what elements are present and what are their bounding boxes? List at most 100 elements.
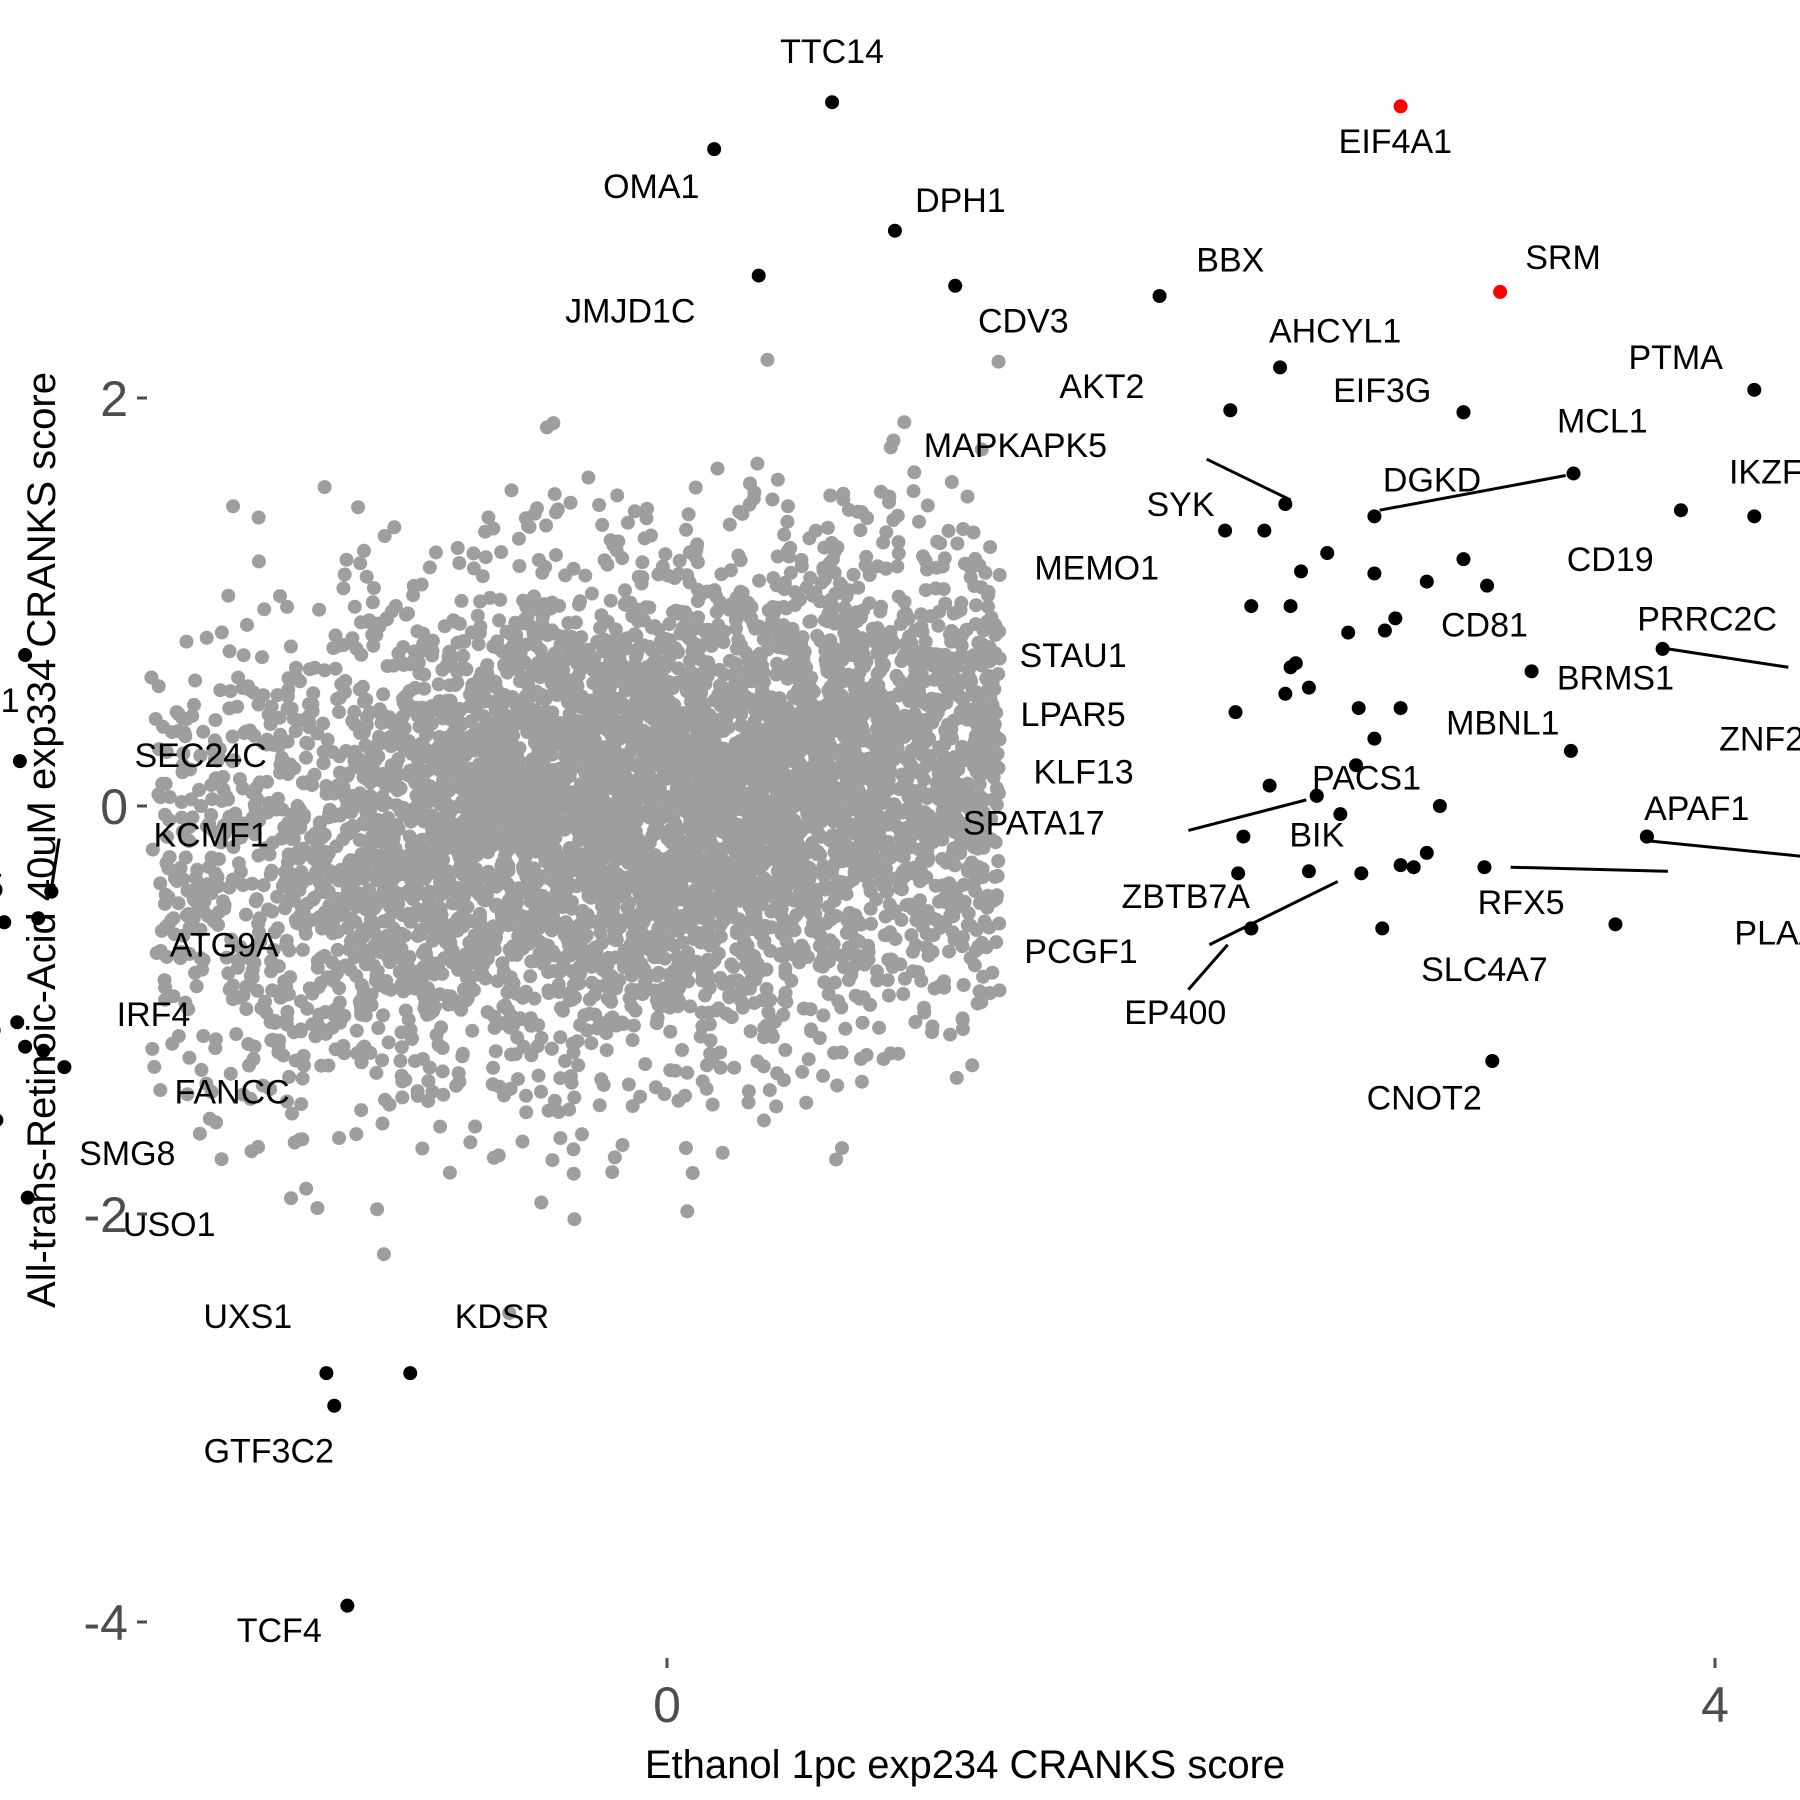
background-point <box>645 829 660 844</box>
background-point <box>487 1009 502 1024</box>
background-point <box>599 1026 614 1041</box>
background-point <box>981 599 995 614</box>
background-point <box>299 750 313 765</box>
background-point <box>833 583 848 597</box>
background-point <box>832 828 846 843</box>
background-point <box>442 1165 457 1180</box>
background-point <box>891 546 906 561</box>
background-point <box>593 925 608 940</box>
background-point <box>579 908 594 923</box>
background-point <box>683 999 698 1014</box>
background-point <box>486 1150 501 1165</box>
background-point <box>650 907 665 921</box>
background-point <box>585 731 600 746</box>
background-point <box>407 644 422 659</box>
background-point <box>562 640 577 655</box>
background-point <box>765 1029 780 1044</box>
background-point <box>774 946 788 961</box>
background-point <box>312 1007 327 1022</box>
background-point <box>208 1041 223 1056</box>
background-point <box>919 748 934 763</box>
background-point <box>527 589 541 604</box>
background-point <box>323 923 338 938</box>
background-point <box>984 610 999 625</box>
background-point <box>441 864 456 879</box>
background-point <box>689 954 704 969</box>
background-point <box>179 634 194 649</box>
background-point <box>619 769 634 784</box>
background-point <box>582 992 597 1007</box>
background-point <box>787 585 802 600</box>
background-point <box>265 904 280 919</box>
background-point <box>320 732 335 747</box>
background-point <box>789 908 804 923</box>
background-point <box>425 933 440 948</box>
background-point <box>684 669 699 684</box>
background-point <box>662 617 677 632</box>
background-point <box>882 495 896 510</box>
background-point <box>389 737 404 751</box>
background-point <box>785 796 800 811</box>
background-point <box>860 511 875 525</box>
background-point <box>549 548 563 563</box>
background-point <box>879 861 893 876</box>
background-point <box>671 661 686 676</box>
background-point <box>891 1046 906 1061</box>
background-point <box>541 986 556 1000</box>
background-point <box>713 970 728 985</box>
background-point <box>777 527 792 542</box>
background-point <box>169 705 184 720</box>
background-point <box>209 1115 224 1130</box>
background-point <box>655 559 670 574</box>
background-point <box>502 649 517 664</box>
background-point <box>703 810 718 825</box>
background-point <box>937 974 951 989</box>
background-point <box>836 486 851 501</box>
background-point <box>910 895 925 910</box>
background-point <box>639 511 654 526</box>
background-point <box>566 1045 581 1060</box>
background-point <box>742 787 757 802</box>
background-point <box>566 1142 581 1157</box>
background-point <box>727 1060 742 1075</box>
background-point <box>922 809 937 823</box>
background-point <box>572 959 587 974</box>
background-point <box>417 849 432 864</box>
background-point <box>386 921 401 936</box>
background-point <box>875 660 890 675</box>
background-point <box>835 1141 849 1156</box>
background-point <box>279 1012 294 1027</box>
background-point <box>839 887 854 902</box>
background-point <box>700 1058 714 1073</box>
background-point <box>638 1057 653 1072</box>
background-point <box>685 1166 700 1180</box>
background-point <box>933 536 948 551</box>
background-point <box>771 818 786 833</box>
background-point <box>610 488 625 503</box>
background-point <box>245 970 260 985</box>
background-point <box>853 1051 868 1066</box>
background-point <box>188 673 203 688</box>
background-point <box>393 1053 408 1068</box>
background-point <box>273 589 287 604</box>
background-point <box>760 352 775 367</box>
background-point <box>878 721 893 736</box>
background-point <box>236 648 251 663</box>
background-point <box>622 991 637 1006</box>
background-point <box>770 1066 785 1081</box>
background-point <box>964 805 979 820</box>
background-point <box>359 957 373 972</box>
background-point <box>264 954 279 969</box>
background-point <box>756 1113 771 1128</box>
background-point <box>474 937 489 952</box>
background-point <box>969 598 984 613</box>
background-point <box>418 786 433 801</box>
background-point <box>330 942 345 957</box>
background-point <box>658 547 673 562</box>
background-point <box>584 586 599 601</box>
background-point <box>856 638 870 653</box>
background-point <box>916 549 930 564</box>
background-point <box>715 1145 730 1160</box>
background-point <box>204 778 219 792</box>
